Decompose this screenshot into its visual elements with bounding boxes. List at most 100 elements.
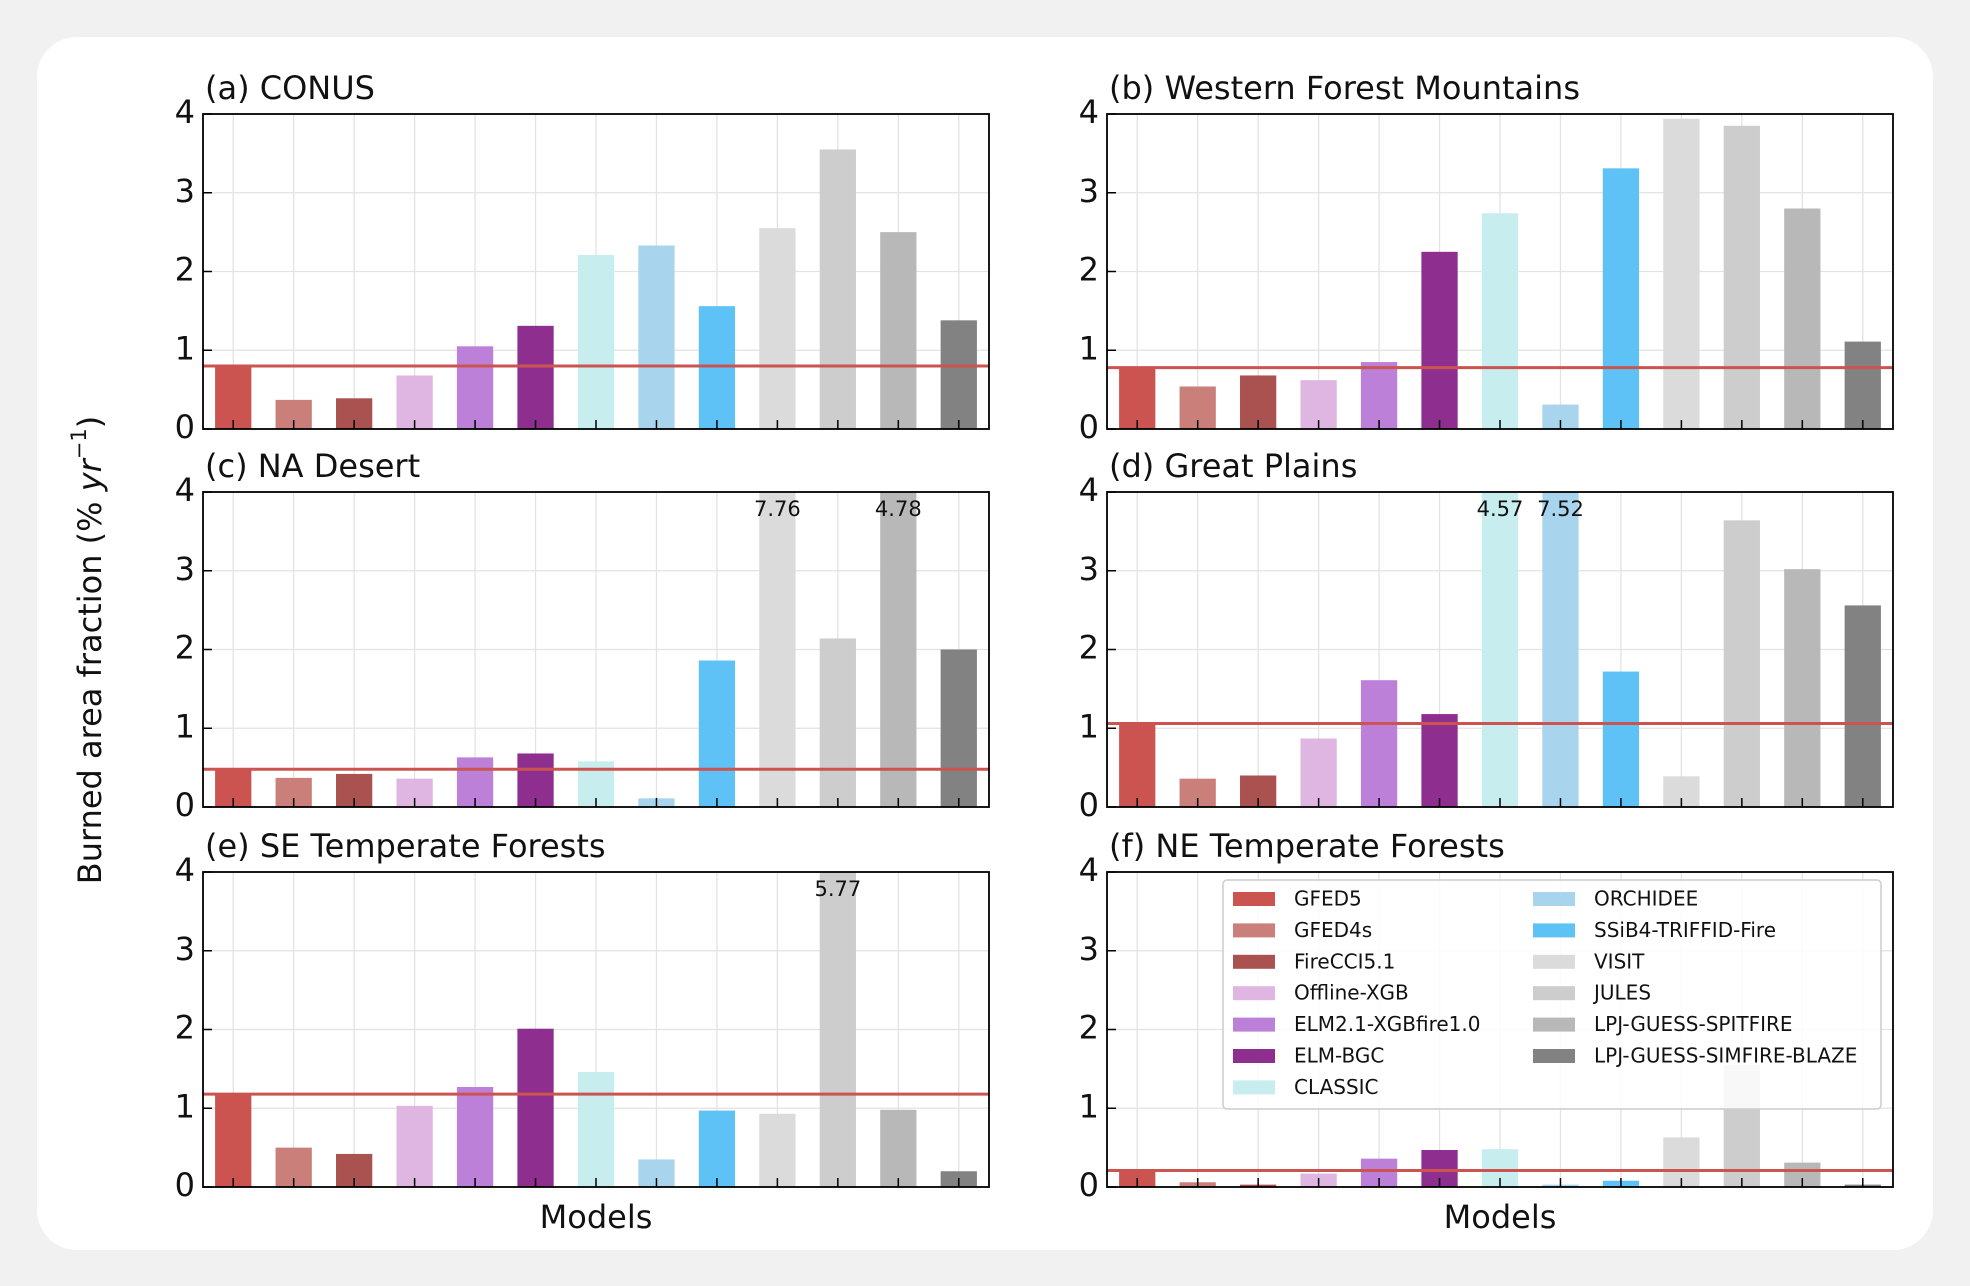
bar [1481, 213, 1519, 429]
value-label: 7.52 [1537, 497, 1584, 521]
bar [940, 320, 977, 429]
legend-label: GFED4s [1294, 918, 1372, 942]
y-tick-label: 2 [1079, 251, 1099, 289]
bar [1119, 367, 1156, 429]
plot-frame [1106, 871, 1894, 1188]
legend-swatch [1233, 954, 1275, 969]
bar [940, 649, 977, 807]
bars [1119, 118, 1881, 429]
bar [1784, 208, 1821, 429]
y-tick-label: 0 [175, 786, 195, 824]
value-label: 4.57 [1477, 497, 1524, 521]
y-tick-label: 3 [175, 172, 195, 210]
legend-label: ELM-BGC [1294, 1044, 1384, 1068]
legend-swatch [1533, 923, 1575, 938]
plot-frame [202, 871, 990, 1188]
bar [1602, 168, 1640, 429]
bar [1723, 125, 1760, 429]
legend-swatch [1233, 1017, 1275, 1032]
bar [1784, 569, 1821, 807]
legend-swatch [1233, 986, 1275, 1001]
bar [819, 872, 856, 1187]
bars [1119, 492, 1881, 807]
plot-frame [202, 113, 990, 430]
y-tick-label: 3 [1079, 930, 1099, 968]
legend-label: ORCHIDEE [1594, 887, 1698, 911]
y-tick-label: 0 [175, 408, 195, 446]
legend-swatch [1533, 954, 1575, 969]
bar [215, 1094, 252, 1187]
legend-swatch [1233, 1080, 1275, 1095]
legend-label: VISIT [1594, 949, 1645, 973]
bar [517, 325, 554, 429]
bar [456, 346, 494, 429]
bar [1300, 738, 1337, 807]
bar [456, 1086, 494, 1187]
y-tick-label: 0 [1079, 1166, 1099, 1204]
bar [1723, 520, 1760, 807]
y-label-exponent: −1 [67, 428, 91, 459]
legend-swatch [1233, 892, 1275, 906]
y-tick-label: 2 [175, 629, 195, 667]
y-label-unit: yr [71, 457, 109, 492]
bar [759, 492, 796, 807]
legend-label: CLASSIC [1294, 1075, 1379, 1099]
bar [1421, 251, 1458, 429]
bar [1360, 362, 1398, 429]
bar [577, 1072, 615, 1187]
y-label-text: Burned area fraction (% [71, 491, 109, 884]
bar [759, 1113, 796, 1187]
y-tick-label: 2 [1079, 629, 1099, 667]
legend-swatch [1533, 1049, 1575, 1063]
bars [215, 149, 977, 429]
legend-label: JULES [1592, 981, 1651, 1005]
bar [517, 1028, 554, 1187]
y-tick-label: 0 [1079, 408, 1099, 446]
y-tick-label: 1 [1079, 1087, 1099, 1125]
bar [698, 306, 736, 429]
panel-title: (d) Great Plains [1109, 447, 1357, 485]
bar [1119, 723, 1156, 807]
bar [1844, 341, 1881, 429]
y-tick-label: 4 [1079, 851, 1099, 889]
legend-label: LPJ-GUESS-SPITFIRE [1594, 1012, 1793, 1036]
y-tick-label: 1 [175, 707, 195, 745]
bars [215, 872, 977, 1187]
legend-label: FireCCI5.1 [1294, 949, 1395, 973]
y-tick-label: 1 [175, 329, 195, 367]
legend-label: ELM2.1-XGBfire1.0 [1294, 1012, 1480, 1036]
y-tick-label: 2 [1079, 1009, 1099, 1047]
bar [1481, 492, 1519, 807]
bar [698, 1110, 736, 1187]
legend-label: SSiB4-TRIFFID-Fire [1594, 918, 1776, 942]
y-tick-label: 3 [175, 930, 195, 968]
y-tick-label: 4 [1079, 93, 1099, 131]
bar [215, 366, 252, 429]
legend-label: GFED5 [1294, 887, 1362, 911]
y-axis-label: Burned area fraction (% yr−1) [67, 416, 109, 885]
y-tick-label: 0 [175, 1166, 195, 1204]
bar [638, 245, 675, 429]
bar [880, 1109, 917, 1187]
bar [1602, 671, 1640, 807]
bar [396, 1105, 433, 1187]
bar [1542, 492, 1579, 807]
bar [880, 232, 917, 429]
y-tick-label: 3 [1079, 172, 1099, 210]
legend-swatch [1533, 892, 1575, 906]
panel-title: (b) Western Forest Mountains [1109, 69, 1580, 107]
y-tick-label: 2 [175, 1009, 195, 1047]
plot-frame [1106, 491, 1894, 808]
y-tick-label: 1 [1079, 707, 1099, 745]
panel-title: (e) SE Temperate Forests [205, 827, 606, 865]
y-label-close: ) [71, 416, 109, 428]
legend-swatch [1233, 1049, 1275, 1063]
bar [1421, 714, 1458, 807]
bar [1844, 605, 1881, 807]
y-tick-label: 3 [175, 550, 195, 588]
panel-title: (c) NA Desert [205, 447, 420, 485]
bar [759, 228, 796, 429]
panel-title: (a) CONUS [205, 69, 375, 107]
y-tick-label: 4 [175, 851, 195, 889]
